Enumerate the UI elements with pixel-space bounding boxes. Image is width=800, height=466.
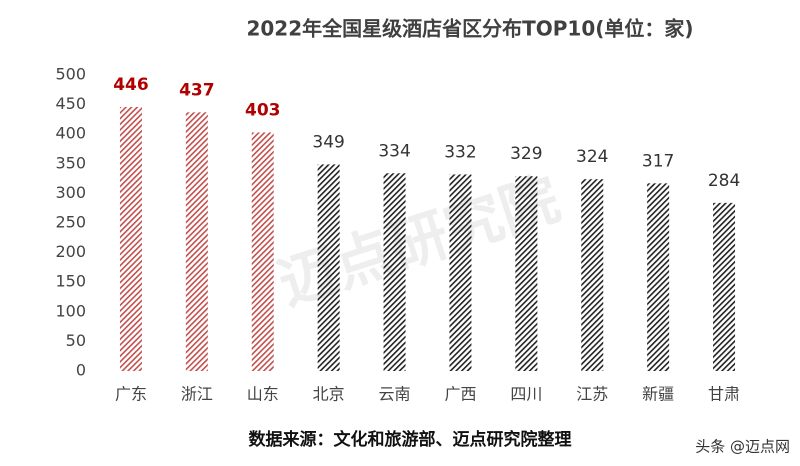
value-label: 329 — [510, 144, 542, 164]
value-label: 437 — [179, 80, 215, 100]
y-tick-label: 250 — [55, 213, 86, 232]
value-label: 334 — [378, 141, 410, 161]
x-tick-label: 新疆 — [642, 385, 674, 404]
y-tick-label: 500 — [55, 65, 86, 84]
value-label: 284 — [708, 171, 740, 191]
y-tick-label: 300 — [55, 183, 86, 202]
x-tick-label: 广东 — [115, 385, 147, 404]
bar — [713, 202, 736, 371]
bar — [581, 179, 604, 371]
x-tick-label: 四川 — [510, 385, 542, 404]
x-tick-label: 山东 — [247, 385, 279, 404]
bar — [185, 112, 208, 372]
credit: 头条 @迈点网 — [695, 438, 790, 456]
y-tick-label: 350 — [55, 153, 86, 172]
y-tick-label: 400 — [55, 124, 86, 143]
bar — [449, 174, 472, 371]
x-tick-label: 江苏 — [576, 385, 608, 404]
y-tick-label: 100 — [55, 301, 86, 320]
value-label: 403 — [245, 100, 281, 120]
x-tick-label: 广西 — [444, 385, 476, 404]
bar — [251, 132, 274, 371]
value-label: 349 — [312, 132, 344, 152]
bar — [317, 164, 340, 371]
value-label: 324 — [576, 147, 608, 167]
bar — [515, 176, 538, 371]
source-note: 数据来源：文化和旅游部、迈点研究院整理 — [249, 429, 572, 450]
value-label: 317 — [642, 151, 674, 171]
x-tick-label: 浙江 — [181, 385, 213, 404]
y-tick-label: 200 — [55, 242, 86, 261]
bar — [647, 183, 670, 371]
y-tick-label: 450 — [55, 94, 86, 113]
y-tick-label: 0 — [76, 361, 86, 380]
y-tick-label: 150 — [55, 272, 86, 291]
y-tick-label: 50 — [66, 331, 86, 350]
bar — [383, 173, 406, 371]
chart-title: 2022年全国星级酒店省区分布TOP10(单位：家) — [246, 17, 693, 41]
value-label: 446 — [113, 75, 149, 95]
value-label: 332 — [444, 142, 476, 162]
x-tick-label: 云南 — [379, 385, 411, 404]
x-tick-label: 北京 — [313, 385, 345, 404]
bar — [119, 106, 142, 371]
x-tick-label: 甘肃 — [708, 385, 740, 404]
